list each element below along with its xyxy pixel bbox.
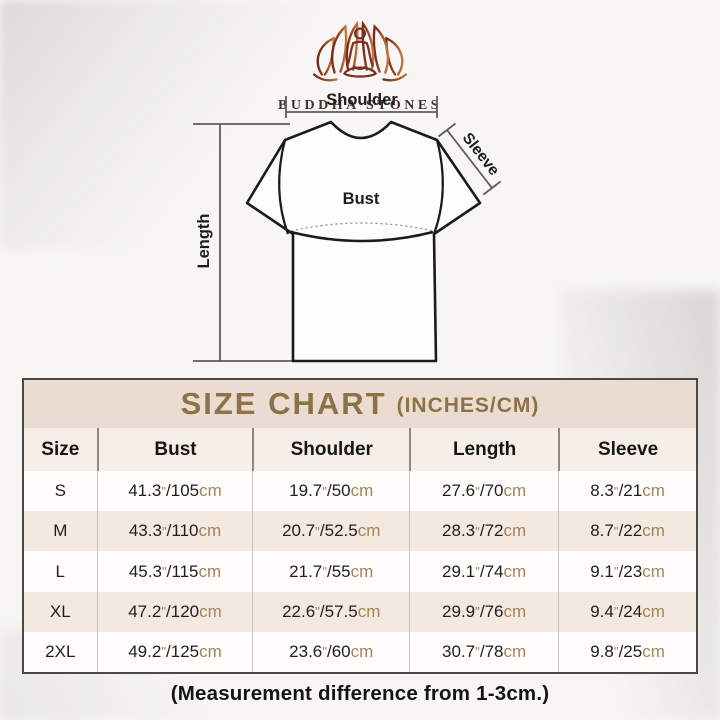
- cell-sleeve-L: 9.1 "/23 cm: [558, 551, 696, 592]
- cell-bust-M: 43.3 "/110 cm: [96, 511, 253, 552]
- cell-length-M: 28.3 "/72 cm: [409, 511, 558, 552]
- shoulder-measure-line: [285, 96, 438, 118]
- size-chart-title-main: SIZE CHART: [180, 386, 387, 421]
- lotus-meditation-icon: [312, 20, 408, 82]
- column-header-sleeve: Sleeve: [558, 428, 696, 471]
- cell-length-S: 27.6 "/70 cm: [409, 471, 558, 512]
- cell-shoulder-2XL: 23.6 "/60 cm: [252, 631, 409, 673]
- cell-bust-S: 41.3 "/105 cm: [96, 471, 253, 512]
- shoulder-label: Shoulder: [326, 91, 398, 109]
- cell-bust-L: 45.3 "/115 cm: [96, 551, 253, 592]
- bust-dotted-line: [290, 222, 434, 232]
- tshirt-measure-diagram: Shoulder Length Sleeve Bust: [193, 91, 503, 363]
- table-row: S 41.3 "/105 cm 19.7 "/50 cm 27.6 "/70 cm 8.3 "/21 c…: [24, 471, 696, 512]
- column-header-length: Length: [409, 428, 558, 471]
- cell-size-S: S: [54, 481, 66, 501]
- size-chart-title: SIZE CHART (INCHES/CM): [24, 380, 696, 428]
- cell-sleeve-XL: 9.4 "/24 cm: [558, 591, 696, 632]
- cell-sleeve-M: 8.7 "/22 cm: [558, 511, 696, 552]
- cell-length-XL: 29.9 "/76 cm: [409, 591, 558, 632]
- cell-size-M: M: [53, 521, 68, 541]
- cell-sleeve-S: 8.3 "/21 cm: [558, 471, 696, 512]
- table-header-row: Size Bust Shoulder Length Sleeve: [24, 428, 696, 471]
- table-body: S 41.3 "/105 cm 19.7 "/50 cm 27.6 "/70 cm 8.3 "/21 c…: [24, 471, 696, 673]
- cell-sleeve-2XL: 9.8 "/25 cm: [558, 631, 696, 673]
- bust-label: Bust: [343, 190, 380, 208]
- measurement-note: (Measurement difference from 1-3cm.): [170, 682, 550, 705]
- brand-name: BUDDHA STONES: [278, 98, 442, 113]
- column-header-shoulder: Shoulder: [252, 428, 409, 471]
- cell-shoulder-M: 20.7 "/52.5 cm: [252, 511, 409, 552]
- cell-shoulder-S: 19.7 "/50 cm: [252, 471, 409, 512]
- column-header-size: Size: [41, 438, 80, 460]
- cell-bust-2XL: 49.2 "/125 cm: [96, 631, 253, 673]
- sleeve-measure-line: [437, 122, 502, 196]
- table-row: 2XL 49.2 "/125 cm 23.6 "/60 cm 30.7 "/78 cm 9.8 "/2…: [24, 631, 696, 673]
- length-measure-line: [193, 123, 292, 362]
- cell-size-2XL: 2XL: [45, 641, 76, 661]
- table-row: M 43.3 "/110 cm 20.7 "/52.5 cm 28.3 "/72 cm 8.7 "/2…: [24, 511, 696, 552]
- length-label: Length: [195, 214, 213, 269]
- cell-size-XL: XL: [49, 601, 71, 621]
- cell-length-L: 29.1 "/74 cm: [409, 551, 558, 592]
- brand-logo: BUDDHA STONES: [0, 12, 720, 114]
- cell-shoulder-L: 21.7 "/55 cm: [252, 551, 409, 592]
- column-header-bust: Bust: [96, 428, 253, 471]
- cell-bust-XL: 47.2 "/120 cm: [96, 591, 253, 632]
- tshirt-outline: [245, 120, 482, 363]
- cell-shoulder-XL: 22.6 "/57.5 cm: [252, 591, 409, 632]
- table-row: L 45.3 "/115 cm 21.7 "/55 cm 29.1 "/74 cm 9.1 "/23 c…: [24, 551, 696, 592]
- table-row: XL 47.2 "/120 cm 22.6 "/57.5 cm 29.9 "/76 cm 9.4 " /…: [24, 591, 696, 632]
- size-chart-table: SIZE CHART (INCHES/CM) Size Bust Shoulde…: [22, 378, 698, 674]
- size-chart-title-units: (INCHES/CM): [396, 394, 540, 417]
- cell-size-L: L: [55, 561, 66, 581]
- cell-length-2XL: 30.7 "/78 cm: [409, 631, 558, 673]
